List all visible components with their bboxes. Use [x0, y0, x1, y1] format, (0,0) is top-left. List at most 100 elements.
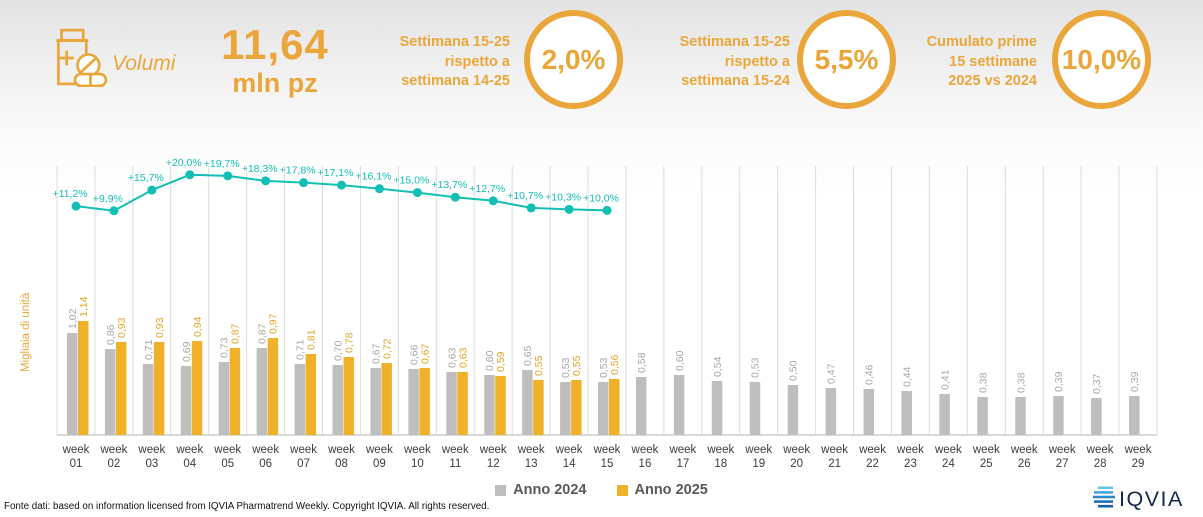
bar-value-2024: 0,71: [295, 339, 307, 360]
chart-title: Volumi: [112, 52, 176, 75]
trend-point: [185, 170, 195, 180]
trend-point-label: +17,1%: [318, 167, 354, 179]
week-label-word: week: [137, 444, 165, 456]
bar-anno-2024: [711, 381, 723, 435]
bar-value-2024: 0,44: [901, 366, 913, 387]
bar-anno-2025: [267, 338, 279, 435]
bar-value-2024: 0,53: [560, 357, 572, 378]
bar-anno-2025: [343, 357, 355, 435]
week-label-number: 16: [639, 458, 652, 470]
bar-anno-2024: [67, 333, 78, 435]
trend-point: [564, 204, 574, 214]
trend-point-label: +15,0%: [393, 175, 429, 187]
week-label-number: 17: [676, 458, 689, 470]
bar-value-2024: 0,69: [181, 341, 193, 362]
week-label-number: 29: [1132, 458, 1145, 470]
week-label-number: 24: [942, 458, 955, 470]
bar-value-2024: 0,38: [1015, 372, 1027, 393]
trend-point-label: +18,3%: [242, 163, 278, 175]
bar-value-2025: 0,97: [268, 313, 280, 334]
week-label-word: week: [289, 444, 317, 456]
week-label-word: week: [1048, 444, 1076, 456]
trend-point-label: +15,7%: [128, 172, 164, 184]
iqvia-logo: IQVIA: [1093, 482, 1193, 515]
trend-point: [223, 171, 233, 181]
total-volume-value: 11,64: [221, 21, 329, 68]
week-label-word: week: [441, 444, 469, 456]
bar-value-2025: 0,94: [192, 316, 204, 337]
trend-point: [299, 178, 309, 188]
week-label-word: week: [62, 444, 90, 456]
legend-item-2025: Anno 2025: [616, 482, 708, 498]
week-label-number: 06: [259, 458, 272, 470]
week-label-number: 19: [752, 458, 765, 470]
week-label-number: 18: [714, 458, 727, 470]
week-label-number: 28: [1094, 458, 1107, 470]
week-label-number: 25: [980, 458, 993, 470]
trend-point-label: +16,1%: [355, 171, 391, 183]
trend-point: [261, 176, 271, 186]
week-label-number: 10: [411, 458, 424, 470]
total-volume-unit: mln pz: [232, 68, 318, 98]
week-label-word: week: [668, 444, 696, 456]
bar-anno-2024: [484, 375, 495, 435]
bar-value-2025: 0,72: [381, 338, 393, 359]
week-label-word: week: [896, 444, 924, 456]
trend-point: [374, 184, 384, 194]
trend-point-label: +12,7%: [469, 183, 505, 195]
week-label-number: 21: [828, 458, 841, 470]
bar-value-2024: 0,54: [712, 356, 724, 377]
bar-anno-2024: [787, 385, 799, 435]
legend-swatch-2024: [495, 484, 507, 496]
bar-value-2024: 1,02: [67, 308, 79, 329]
kpi-3-line-3: 2025 vs 2024: [948, 73, 1037, 89]
week-label-word: week: [631, 444, 659, 456]
bar-value-2025: 0,56: [609, 354, 621, 375]
bar-anno-2024: [1091, 398, 1102, 435]
bar-anno-2024: [825, 388, 837, 435]
bar-value-2025: 0,78: [344, 332, 356, 353]
week-label-word: week: [1124, 444, 1152, 456]
kpi-1-label: Settimana 15-25 rispetto a settimana 14-…: [375, 33, 510, 92]
week-label-word: week: [972, 444, 1000, 456]
bar-anno-2024: [901, 391, 912, 435]
bar-value-2024: 0,65: [522, 345, 534, 366]
week-label-word: week: [706, 444, 734, 456]
kpi-2-line-2: rispetto a: [724, 53, 790, 70]
kpi-3-value: 10,0%: [1061, 43, 1142, 75]
bar-anno-2025: [495, 376, 506, 435]
bar-anno-2024: [939, 394, 950, 435]
week-label-number: 01: [70, 458, 83, 470]
trend-point: [147, 185, 157, 195]
bar-anno-2024: [522, 370, 533, 435]
bar-anno-2024: [1129, 396, 1140, 435]
bar-anno-2025: [381, 363, 392, 435]
week-label-word: week: [517, 444, 545, 456]
bar-anno-2024: [863, 389, 875, 435]
week-label-number: 23: [904, 458, 917, 470]
bar-anno-2025: [609, 379, 620, 435]
bar-value-2024: 0,60: [674, 350, 686, 371]
bar-value-2024: 0,53: [750, 357, 762, 378]
bar-anno-2025: [78, 321, 89, 435]
bar-anno-2025: [191, 341, 203, 435]
week-label-number: 11: [449, 458, 461, 470]
trend-point-label: +19,7%: [204, 158, 240, 170]
bar-anno-2025: [153, 342, 165, 435]
trend-point-label: +11,2%: [52, 188, 87, 200]
bar-value-2024: 0,87: [257, 323, 269, 344]
bar-value-2024: 0,70: [333, 340, 345, 361]
legend-item-2024: Anno 2024: [495, 482, 587, 498]
week-label-word: week: [213, 444, 241, 456]
week-label-number: 14: [563, 458, 576, 470]
bar-anno-2024: [294, 364, 306, 435]
kpi-3-label: Cumulato prime 15 settimane 2025 vs 2024: [902, 33, 1037, 92]
week-label-word: week: [479, 444, 507, 456]
trend-point-label: +13,7%: [431, 179, 467, 191]
week-label-number: 05: [221, 458, 234, 470]
trend-point-label: +17,8%: [280, 165, 316, 177]
trend-point: [337, 180, 347, 190]
bar-anno-2024: [1015, 397, 1026, 435]
bar-anno-2024: [408, 369, 419, 435]
